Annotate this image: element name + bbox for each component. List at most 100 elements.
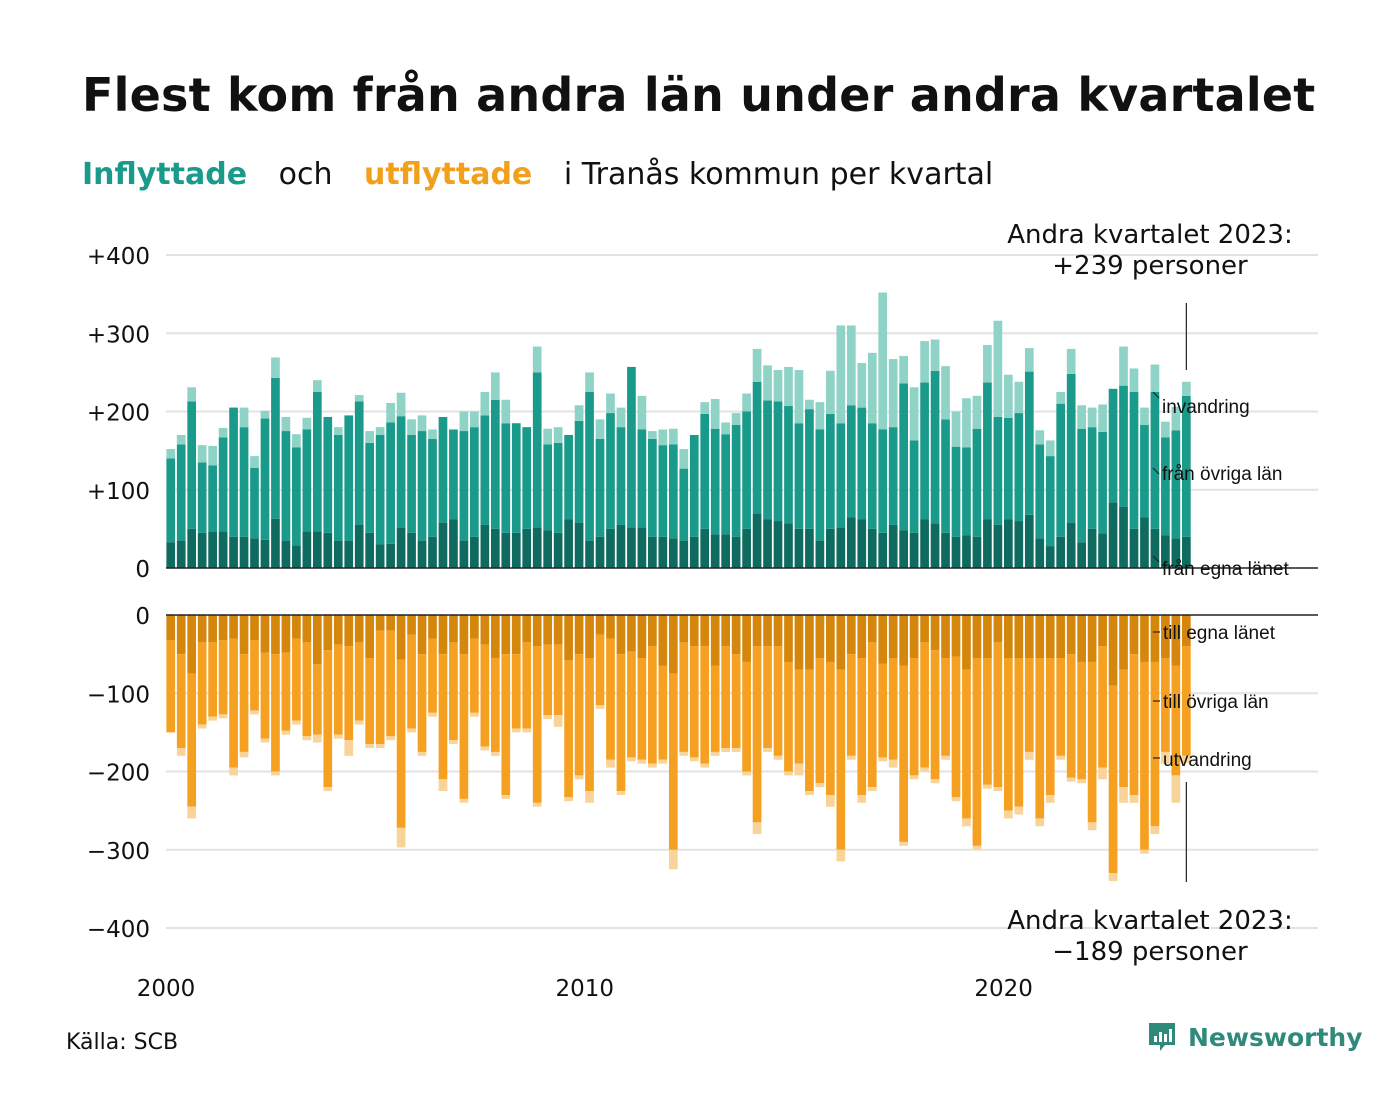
inflow-bar-egna: [857, 519, 867, 568]
outflow-bar-egna: [323, 615, 333, 651]
inflow-bar-egna: [1181, 536, 1191, 568]
inflow-bar-ovriga: [501, 423, 511, 533]
inflow-bar-invandring: [962, 398, 971, 448]
inflow-bar-invandring: [271, 357, 280, 378]
inflow-legend-tick: [1152, 555, 1160, 563]
outflow-bar-ovriga: [731, 654, 741, 749]
outflow-bar-utvandring: [648, 763, 657, 768]
inflow-bar-egna: [490, 528, 500, 568]
inflow-bar-egna: [375, 544, 385, 568]
inflow-bar-ovriga: [878, 429, 888, 533]
inflow-bar-invandring: [846, 325, 856, 406]
inflow-bar-ovriga: [867, 423, 877, 529]
outflow-bar-egna: [532, 615, 542, 647]
outflow-bar-egna: [271, 615, 280, 655]
inflow-bar-ovriga: [1119, 385, 1128, 507]
outflow-bar-ovriga: [742, 661, 751, 772]
outflow-bar-ovriga: [365, 658, 375, 745]
inflow-bar-ovriga: [292, 447, 301, 546]
outflow-bar-utvandring: [354, 720, 364, 725]
outflow-bar-egna: [993, 615, 1003, 643]
inflow-bar-egna: [166, 542, 176, 568]
outflow-bar-utvandring: [522, 728, 532, 733]
inflow-bar-ovriga: [1035, 444, 1045, 539]
outflow-bar-utvandring: [532, 802, 542, 807]
outflow-bar-utvandring: [805, 791, 814, 795]
inflow-bar-invandring: [648, 431, 657, 439]
inflow-bar-ovriga: [752, 381, 762, 514]
inflow-bar-egna: [815, 540, 825, 568]
inflow-bar-ovriga: [826, 413, 835, 529]
outflow-bar-ovriga: [553, 644, 563, 716]
outflow-bar-ovriga: [899, 665, 908, 842]
inflow-bar-ovriga: [459, 431, 469, 541]
outflow-bar-utvandring: [815, 783, 825, 788]
inflow-bar-egna: [470, 536, 479, 568]
inflow-bar-ovriga: [1161, 437, 1170, 536]
outflow-bar-utvandring: [1014, 806, 1024, 815]
inflow-bar-invandring: [595, 419, 605, 439]
outflow-bar-ovriga: [616, 654, 626, 792]
inflow-bar-invandring: [805, 399, 814, 410]
outflow-bar-ovriga: [532, 646, 542, 803]
outflow-bar-egna: [627, 615, 636, 652]
outflow-bar-ovriga: [815, 658, 825, 784]
outflow-bar-egna: [1181, 615, 1191, 647]
inflow-bar-ovriga: [595, 438, 605, 537]
outflow-bar-egna: [1014, 615, 1024, 659]
outflow-bar-utvandring: [972, 845, 982, 850]
outflow-bar-egna: [260, 615, 270, 653]
outflow-bar-utvandring: [983, 784, 992, 789]
inflow-bar-egna: [658, 536, 668, 568]
outflow-bar-egna: [522, 615, 532, 643]
outflow-bar-egna: [606, 615, 615, 639]
inflow-bar-ovriga: [428, 438, 437, 537]
outflow-bar-utvandring: [784, 771, 793, 776]
outflow-bar-utvandring: [1056, 755, 1066, 760]
outflow-bar-ovriga: [480, 644, 490, 747]
outflow-bar-utvandring: [344, 740, 354, 756]
outflow-bar-egna: [459, 615, 469, 655]
inflow-bar-egna: [846, 517, 856, 568]
inflow-bar-ovriga: [281, 431, 291, 541]
inflow-bar-ovriga: [197, 462, 207, 533]
inflow-bar-invandring: [1004, 374, 1013, 418]
outflow-bar-utvandring: [511, 728, 521, 733]
inflow-legend-tick: [1152, 467, 1160, 475]
inflow-tick-label: +100: [87, 479, 150, 505]
inflow-bar-egna: [1129, 528, 1139, 568]
inflow-bar-invandring: [302, 417, 312, 430]
chart-subtitle: Inflyttade och utflyttade i Tranås kommu…: [82, 157, 1015, 192]
outflow-bar-ovriga: [302, 642, 312, 737]
inflow-bar-ovriga: [773, 401, 783, 522]
inflow-bar-invandring: [333, 427, 343, 435]
outflow-bar-utvandring: [1119, 787, 1128, 803]
outflow-bar-utvandring: [292, 720, 301, 725]
outflow-bar-utvandring: [396, 827, 406, 848]
outflow-bar-ovriga: [878, 663, 888, 758]
outflow-bar-egna: [208, 615, 217, 643]
inflow-bar-ovriga: [1171, 430, 1181, 539]
outflow-bar-ovriga: [1056, 658, 1066, 756]
x-tick-label: 2020: [974, 976, 1033, 1000]
outflow-bar-egna: [763, 615, 772, 647]
inflow-bar-invandring: [1087, 407, 1097, 428]
outflow-bar-ovriga: [459, 654, 469, 799]
inflow-bar-ovriga: [365, 442, 375, 533]
inflow-bar-ovriga: [407, 434, 416, 533]
outflow-bar-egna: [1161, 615, 1170, 659]
inflow-bar-ovriga: [344, 415, 354, 541]
inflow-tick-label: +300: [87, 322, 150, 348]
inflow-bar-invandring: [1098, 404, 1107, 432]
outflow-bar-ovriga: [1024, 658, 1034, 752]
outflow-bar-egna: [679, 615, 689, 643]
inflow-bar-ovriga: [1098, 431, 1107, 534]
outflow-bar-ovriga: [983, 658, 992, 785]
outflow-bar-ovriga: [773, 646, 783, 756]
outflow-bar-utvandring: [480, 746, 490, 751]
outflow-bar-egna: [689, 615, 699, 647]
outflow-bar-ovriga: [658, 665, 668, 760]
outflow-bar-ovriga: [490, 658, 500, 752]
outflow-bar-ovriga: [930, 650, 940, 780]
outflow-bar-egna: [721, 615, 731, 647]
